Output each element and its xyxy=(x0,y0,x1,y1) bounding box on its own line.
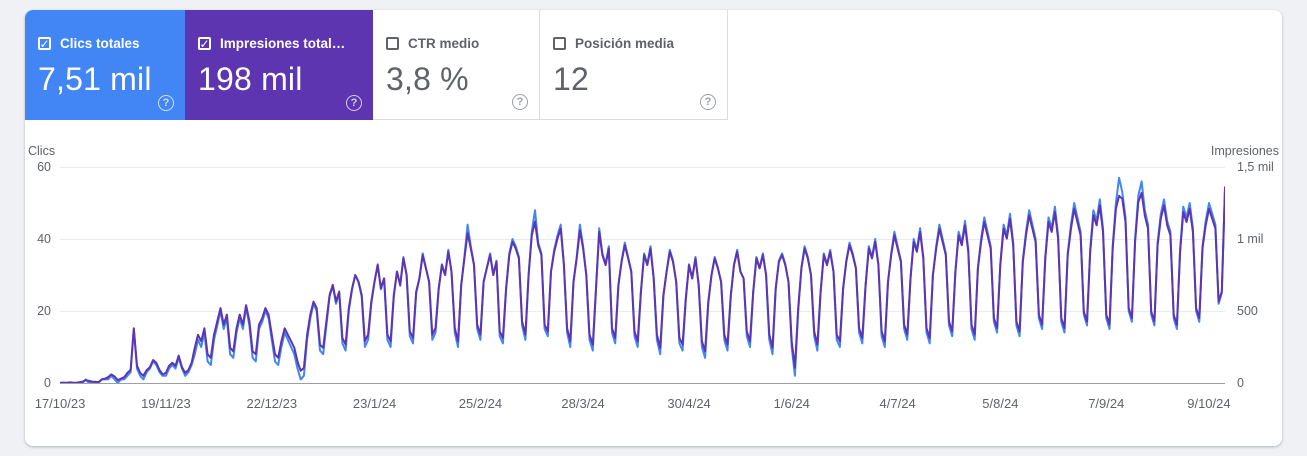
x-tick: 7/9/24 xyxy=(1088,396,1125,411)
y-tick-right: 500 xyxy=(1237,304,1258,318)
impressions-line xyxy=(60,186,1225,383)
gridline xyxy=(60,239,1225,240)
card-total-impressions[interactable]: ✓ Impresiones total… 198 mil ? xyxy=(185,10,373,120)
y-tick-left: 0 xyxy=(44,376,51,390)
performance-chart: Clics Impresiones 60 40 20 0 1,5 mil 1 m… xyxy=(25,120,1282,446)
gridline xyxy=(60,167,1225,168)
gridline xyxy=(60,311,1225,312)
card-value: 198 mil xyxy=(198,61,303,97)
y-tick-left: 20 xyxy=(37,304,51,318)
chart-plot-area[interactable] xyxy=(60,167,1225,383)
y-tick-left: 40 xyxy=(37,232,51,246)
x-tick: 28/3/24 xyxy=(561,396,605,411)
card-average-position[interactable]: Posición media 12 ? xyxy=(540,10,728,120)
x-axis-line xyxy=(60,383,1225,384)
right-axis-title: Impresiones xyxy=(1210,144,1279,158)
x-tick: 1/6/24 xyxy=(773,396,810,411)
card-value: 12 xyxy=(553,61,589,97)
x-tick: 22/12/23 xyxy=(246,396,298,411)
card-label: CTR medio xyxy=(408,36,480,51)
help-icon[interactable]: ? xyxy=(158,95,174,111)
card-label: Clics totales xyxy=(60,36,140,51)
card-value: 7,51 mil xyxy=(38,61,152,97)
x-tick: 17/10/23 xyxy=(34,396,86,411)
x-tick: 9/10/24 xyxy=(1187,396,1231,411)
checkbox-checked-icon[interactable]: ✓ xyxy=(198,36,211,51)
x-tick: 25/2/24 xyxy=(458,396,503,411)
card-value: 3,8 % xyxy=(386,61,469,97)
x-axis-labels: 17/10/23 19/11/23 22/12/23 23/1/24 25/2/… xyxy=(35,396,1231,412)
card-average-ctr[interactable]: CTR medio 3,8 % ? xyxy=(373,10,540,120)
chart-svg xyxy=(60,176,1225,383)
x-tick: 30/4/24 xyxy=(667,396,711,411)
x-tick: 23/1/24 xyxy=(352,396,397,411)
y-tick-left: 60 xyxy=(37,160,51,174)
card-label: Posición media xyxy=(575,36,675,51)
left-axis-title: Clics xyxy=(28,144,56,158)
card-total-clicks[interactable]: ✓ Clics totales 7,51 mil ? xyxy=(25,10,185,120)
metric-cards-row: ✓ Clics totales 7,51 mil ? ✓ Impresiones… xyxy=(25,10,1282,120)
y-tick-right: 1 mil xyxy=(1237,232,1264,246)
x-tick: 4/7/24 xyxy=(879,396,916,411)
help-icon[interactable]: ? xyxy=(512,94,528,110)
checkbox-unchecked-icon[interactable] xyxy=(553,37,566,50)
y-tick-right: 1,5 mil xyxy=(1237,160,1274,174)
x-tick: 19/11/23 xyxy=(141,396,191,411)
checkbox-checked-icon[interactable]: ✓ xyxy=(38,36,51,51)
performance-panel: ✓ Clics totales 7,51 mil ? ✓ Impresiones… xyxy=(25,10,1282,446)
card-label: Impresiones total… xyxy=(220,36,346,51)
x-tick: 5/8/24 xyxy=(982,396,1019,411)
help-icon[interactable]: ? xyxy=(700,94,716,110)
checkbox-unchecked-icon[interactable] xyxy=(386,37,399,50)
help-icon[interactable]: ? xyxy=(346,95,362,111)
y-tick-right: 0 xyxy=(1237,376,1244,390)
